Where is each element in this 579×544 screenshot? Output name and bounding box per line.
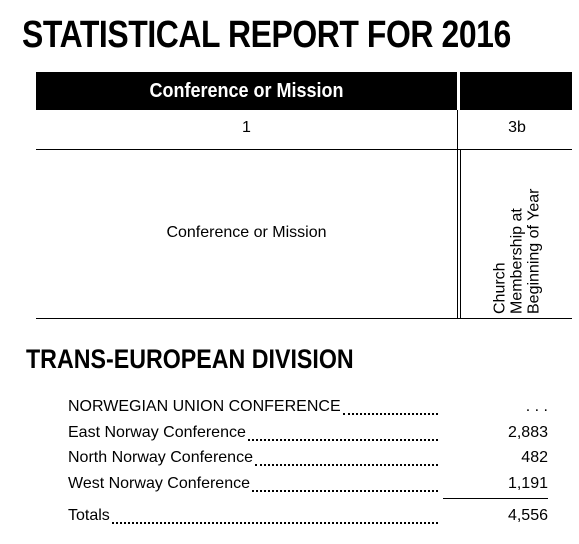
column-number: 3b — [508, 119, 526, 136]
dot-leader — [254, 464, 438, 466]
dot-leader — [111, 522, 438, 524]
totals-rule — [443, 498, 548, 499]
row-name: North Norway Conference — [68, 449, 253, 466]
row-value: 1,191 — [507, 474, 548, 492]
data-row: West Norway Conference 1,191 — [68, 475, 548, 497]
row-name: Totals — [68, 507, 110, 524]
row-name: West Norway Conference — [68, 474, 250, 492]
column-rule — [460, 150, 461, 319]
column-number: 1 — [242, 119, 251, 136]
row-value: . . . — [525, 398, 548, 415]
header-separator — [457, 72, 460, 110]
head-line: Membership at — [508, 208, 526, 314]
row-value: 4,556 — [507, 507, 548, 524]
row-value: 2,883 — [507, 423, 548, 441]
data-row: North Norway Conference 482 — [68, 449, 548, 471]
report-title: STATISTICAL REPORT FOR 2016 — [22, 14, 511, 56]
dot-leader — [247, 438, 438, 441]
data-row: East Norway Conference 2,883 — [68, 424, 548, 446]
row-name: NORWEGIAN UNION CONFERENCE — [68, 398, 341, 415]
column-head: Conference or Mission — [166, 224, 327, 241]
dot-leader — [252, 489, 438, 492]
row-value: 482 — [521, 449, 548, 466]
data-row: NORWEGIAN UNION CONFERENCE . . . — [68, 398, 548, 420]
header-bar — [36, 72, 572, 110]
section-title: TRANS-EUROPEAN DIVISION — [26, 344, 354, 374]
rule — [36, 149, 572, 150]
row-name: East Norway Conference — [68, 423, 246, 441]
rule — [36, 318, 572, 319]
group-header: Conference or Mission — [149, 80, 344, 102]
dot-leader — [342, 413, 438, 415]
head-line: Church — [491, 262, 509, 314]
head-line: Beginning of Year — [525, 188, 543, 314]
column-head: Church Membership at Beginning of Year — [492, 154, 543, 314]
column-rule — [457, 110, 458, 319]
data-row: Totals 4,556 — [68, 507, 548, 529]
rotated-head: Church Membership at Beginning of Year — [463, 150, 571, 318]
